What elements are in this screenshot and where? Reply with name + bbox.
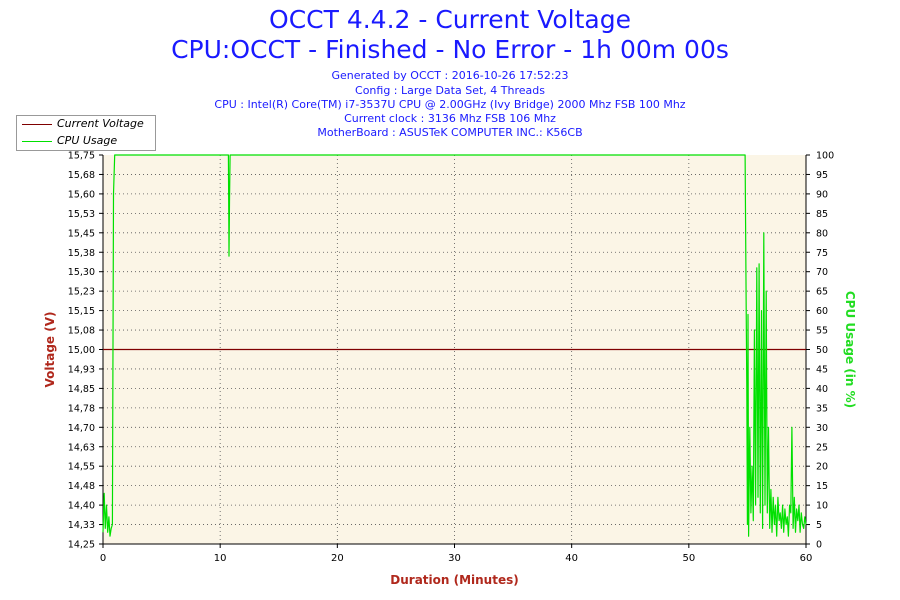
y2-tick-label: 80	[816, 228, 828, 239]
y2-tick-label: 45	[816, 364, 828, 375]
legend-swatch-cpu	[22, 141, 52, 142]
y-tick-label: 15,00	[68, 345, 95, 356]
y-tick-label: 15,53	[68, 209, 95, 220]
y2-tick-label: 65	[816, 287, 828, 298]
x-tick-label: 30	[448, 553, 461, 564]
y-tick-label: 14,40	[68, 501, 95, 512]
y-tick-label: 15,23	[68, 287, 95, 298]
y2-tick-label: 60	[816, 306, 828, 317]
y-tick-label: 14,33	[68, 520, 95, 531]
y2-tick-label: 5	[816, 520, 822, 531]
y-tick-label: 14,85	[68, 384, 95, 395]
y-tick-label: 15,15	[68, 306, 95, 317]
info-config: Config : Large Data Set, 4 Threads	[355, 84, 545, 97]
y2-tick-label: 35	[816, 403, 828, 414]
y-tick-label: 15,08	[68, 326, 95, 337]
y2-tick-label: 55	[816, 326, 828, 337]
x-tick-label: 10	[214, 553, 227, 564]
x-tick-label: 0	[100, 553, 106, 564]
y2-tick-label: 25	[816, 442, 828, 453]
legend-swatch-voltage	[22, 124, 52, 125]
y-tick-label: 14,70	[68, 423, 95, 434]
x-tick-label: 20	[331, 553, 344, 564]
y-tick-label: 15,30	[68, 267, 95, 278]
legend-item-current-voltage: Current Voltage	[17, 116, 155, 132]
y2-tick-label: 100	[816, 151, 834, 162]
x-axis-title: Duration (Minutes)	[390, 573, 518, 587]
x-tick-label: 40	[565, 553, 578, 564]
y-tick-label: 15,60	[68, 189, 95, 200]
y-tick-label: 14,48	[68, 481, 95, 492]
y-tick-label: 14,78	[68, 403, 95, 414]
series-line-cpu-usage	[102, 154, 807, 537]
y-tick-label: 15,38	[68, 248, 95, 259]
info-cpu: CPU : Intel(R) Core(TM) i7-3537U CPU @ 2…	[214, 98, 686, 111]
y-tick-label: 15,68	[68, 170, 95, 181]
y-tick-label: 15,45	[68, 228, 95, 239]
y2-tick-label: 50	[816, 345, 828, 356]
x-tick-label: 60	[800, 553, 813, 564]
y2-tick-label: 75	[816, 248, 828, 259]
y-tick-label: 14,25	[68, 540, 95, 551]
x-tick-label: 50	[682, 553, 695, 564]
y-tick-label: 14,55	[68, 462, 95, 473]
y2-tick-label: 30	[816, 423, 828, 434]
y-tick-label: 14,93	[68, 364, 95, 375]
legend: Current Voltage CPU Usage	[16, 115, 156, 151]
info-motherboard: MotherBoard : ASUSTeK COMPUTER INC.: K56…	[317, 126, 583, 139]
y2-tick-label: 85	[816, 209, 828, 220]
info-clock: Current clock : 3136 Mhz FSB 106 Mhz	[344, 112, 556, 125]
y2-tick-label: 90	[816, 189, 828, 200]
y2-tick-label: 0	[816, 540, 822, 551]
y-tick-label: 15,75	[68, 151, 95, 162]
legend-label-voltage: Current Voltage	[57, 117, 144, 130]
y2-tick-label: 10	[816, 501, 828, 512]
y2-tick-label: 95	[816, 170, 828, 181]
legend-item-cpu-usage: CPU Usage	[17, 133, 155, 149]
y-axis-title: Voltage (V)	[43, 312, 57, 388]
chart-title: OCCT 4.4.2 - Current Voltage	[269, 5, 631, 34]
legend-label-cpu: CPU Usage	[57, 134, 118, 147]
y2-tick-label: 40	[816, 384, 828, 395]
y2-tick-label: 70	[816, 267, 828, 278]
y-tick-label: 14,63	[68, 442, 95, 453]
y2-axis-title: CPU Usage (in %)	[843, 291, 857, 408]
chart-subtitle: CPU:OCCT - Finished - No Error - 1h 00m …	[171, 35, 729, 64]
y2-tick-label: 20	[816, 462, 828, 473]
y2-tick-label: 15	[816, 481, 828, 492]
info-generated: Generated by OCCT : 2016-10-26 17:52:23	[331, 69, 569, 82]
